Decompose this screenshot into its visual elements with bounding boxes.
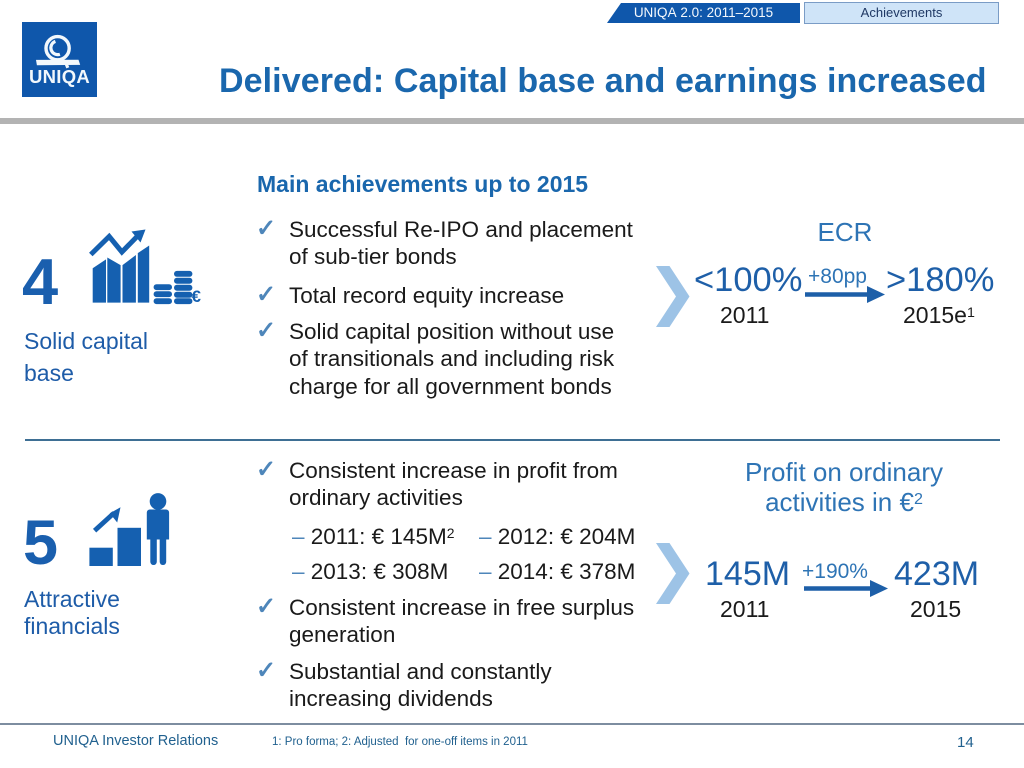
svg-text:€: € bbox=[192, 287, 202, 305]
